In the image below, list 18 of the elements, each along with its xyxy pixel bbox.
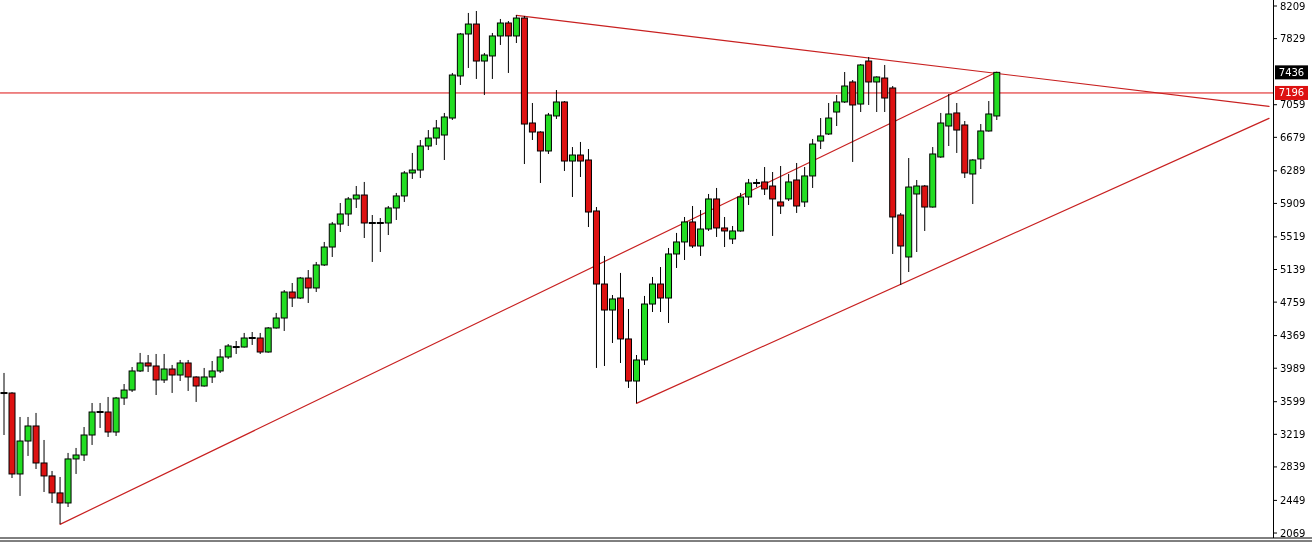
y-tick-label: 3989 xyxy=(1280,362,1306,374)
ref-line-label: 7196 xyxy=(1278,87,1305,99)
y-tick-label: 6679 xyxy=(1280,131,1306,143)
y-tick-label: 4759 xyxy=(1280,296,1306,308)
y-tick-label: 2069 xyxy=(1280,527,1306,539)
annotation: 7436 xyxy=(1278,66,1305,78)
y-tick-label: 3219 xyxy=(1280,428,1306,440)
y-tick-label: 2449 xyxy=(1280,494,1306,506)
y-tick-label: 5139 xyxy=(1280,264,1306,276)
y-tick-label: 5519 xyxy=(1280,231,1306,243)
y-tick-label: 7059 xyxy=(1280,99,1306,111)
y-tick-label: 8209 xyxy=(1280,0,1306,12)
y-tick-label: 4369 xyxy=(1280,330,1306,342)
y-tick-label: 6289 xyxy=(1280,165,1306,177)
y-tick-label: 2839 xyxy=(1280,461,1306,473)
y-tick-label: 7829 xyxy=(1280,33,1306,45)
y-tick-label: 5909 xyxy=(1280,197,1306,209)
y-tick-label: 3599 xyxy=(1280,396,1306,408)
